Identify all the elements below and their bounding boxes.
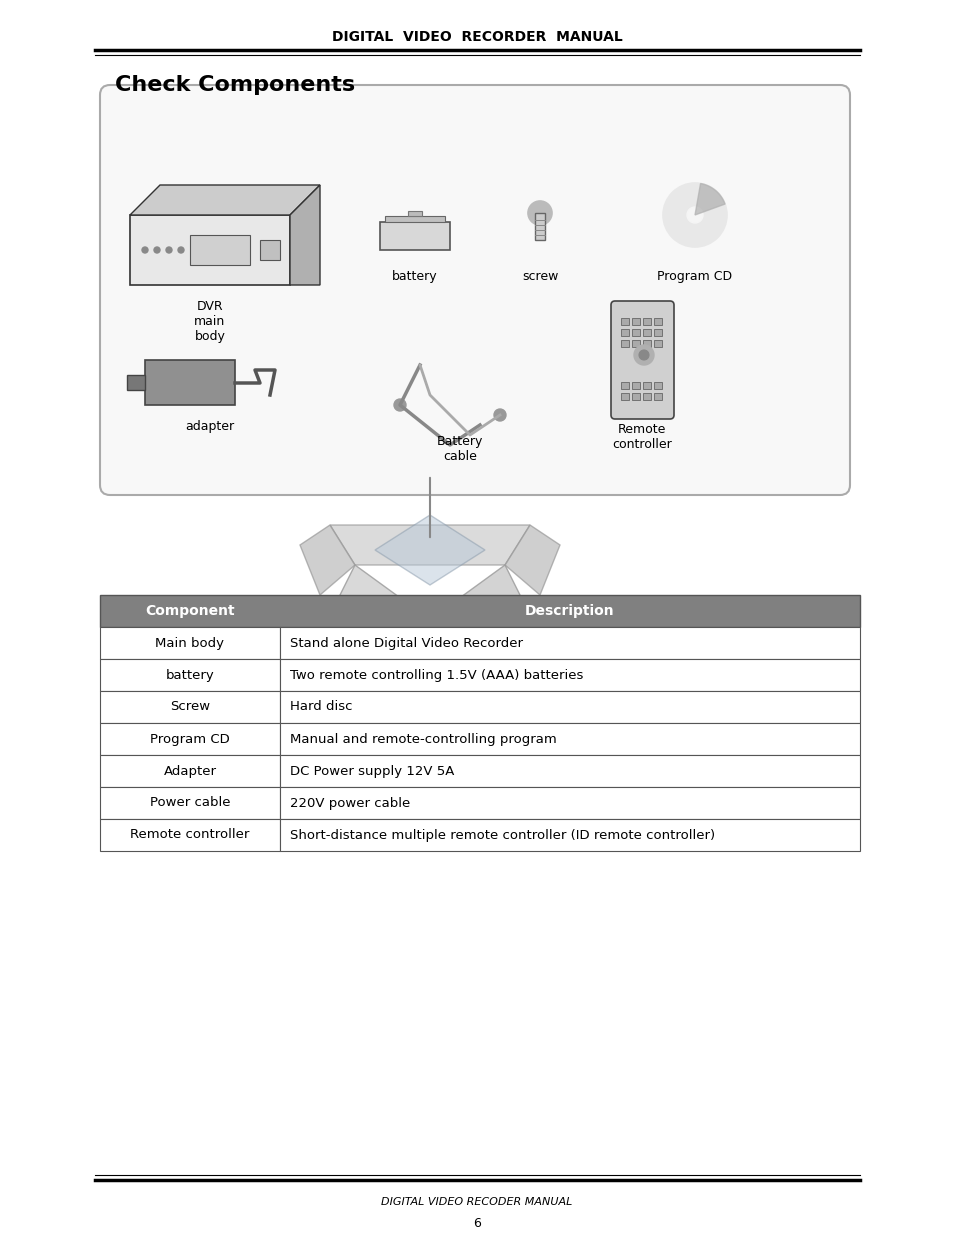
Bar — [100, 755, 280, 787]
Bar — [654, 382, 661, 389]
Bar — [408, 211, 421, 216]
Circle shape — [662, 183, 726, 247]
Bar — [631, 393, 639, 400]
Polygon shape — [450, 564, 519, 635]
Text: Battery
cable: Battery cable — [436, 435, 482, 463]
Text: 6: 6 — [473, 1216, 480, 1230]
Bar — [280, 659, 859, 692]
Bar — [100, 595, 859, 627]
Text: Adapter: Adapter — [163, 764, 216, 778]
Bar — [379, 222, 450, 249]
Text: Component: Component — [145, 604, 234, 618]
Text: Program CD: Program CD — [150, 732, 230, 746]
Bar — [280, 722, 859, 755]
Text: Short-distance multiple remote controller (ID remote controller): Short-distance multiple remote controlle… — [290, 829, 715, 841]
Bar — [100, 722, 280, 755]
Circle shape — [686, 207, 702, 224]
Text: Program CD: Program CD — [657, 270, 732, 283]
Bar — [100, 692, 280, 722]
Circle shape — [153, 247, 160, 253]
Circle shape — [394, 399, 406, 411]
Bar — [130, 215, 290, 285]
Text: DVR
main
body: DVR main body — [194, 300, 226, 343]
Polygon shape — [299, 525, 355, 595]
Text: Manual and remote-controlling program: Manual and remote-controlling program — [290, 732, 557, 746]
Bar — [280, 627, 859, 659]
Polygon shape — [339, 564, 410, 635]
Bar — [280, 755, 859, 787]
Bar — [654, 317, 661, 325]
Text: Power cable: Power cable — [150, 797, 230, 809]
Text: screw: screw — [521, 270, 558, 283]
Bar — [100, 659, 280, 692]
Polygon shape — [504, 525, 559, 595]
Bar — [127, 375, 145, 390]
Bar — [631, 329, 639, 336]
Polygon shape — [290, 185, 319, 285]
Circle shape — [639, 350, 648, 359]
Text: Remote
controller: Remote controller — [612, 424, 671, 451]
Circle shape — [178, 247, 184, 253]
Text: Description: Description — [525, 604, 614, 618]
Bar — [642, 340, 650, 347]
Bar — [100, 819, 280, 851]
Bar — [620, 393, 628, 400]
Text: DIGITAL  VIDEO  RECORDER  MANUAL: DIGITAL VIDEO RECORDER MANUAL — [332, 30, 621, 44]
Text: Stand alone Digital Video Recorder: Stand alone Digital Video Recorder — [290, 636, 522, 650]
Bar — [654, 329, 661, 336]
Circle shape — [527, 201, 552, 225]
Circle shape — [494, 409, 505, 421]
Bar — [280, 819, 859, 851]
Circle shape — [166, 247, 172, 253]
Bar — [642, 329, 650, 336]
Bar — [642, 317, 650, 325]
Polygon shape — [375, 515, 484, 585]
Text: Remote controller: Remote controller — [131, 829, 250, 841]
Circle shape — [142, 247, 148, 253]
Polygon shape — [330, 525, 530, 564]
Bar — [620, 317, 628, 325]
Text: DIGITAL VIDEO RECODER MANUAL: DIGITAL VIDEO RECODER MANUAL — [381, 1197, 572, 1207]
Circle shape — [634, 345, 654, 366]
Bar — [642, 382, 650, 389]
Text: Two remote controlling 1.5V (AAA) batteries: Two remote controlling 1.5V (AAA) batter… — [290, 668, 583, 682]
Bar — [190, 235, 250, 266]
FancyBboxPatch shape — [610, 301, 673, 419]
Bar — [654, 340, 661, 347]
Bar — [100, 627, 280, 659]
Bar — [280, 692, 859, 722]
Bar — [620, 382, 628, 389]
Text: battery: battery — [166, 668, 214, 682]
Bar — [631, 340, 639, 347]
Bar — [642, 393, 650, 400]
Bar — [620, 329, 628, 336]
Text: 220V power cable: 220V power cable — [290, 797, 410, 809]
Bar — [280, 787, 859, 819]
Text: adapter: adapter — [185, 420, 234, 433]
Bar — [535, 212, 544, 240]
Text: Check Components: Check Components — [115, 75, 355, 95]
Polygon shape — [695, 184, 724, 215]
Text: Main body: Main body — [155, 636, 224, 650]
Text: battery: battery — [392, 270, 437, 283]
FancyBboxPatch shape — [100, 85, 849, 495]
Bar — [631, 317, 639, 325]
Bar — [654, 393, 661, 400]
Text: DC Power supply 12V 5A: DC Power supply 12V 5A — [290, 764, 454, 778]
Bar — [385, 216, 444, 222]
Bar — [100, 787, 280, 819]
Bar — [620, 340, 628, 347]
Bar — [260, 240, 280, 261]
Bar — [145, 359, 234, 405]
Bar — [631, 382, 639, 389]
Text: Screw: Screw — [170, 700, 210, 714]
Polygon shape — [130, 185, 319, 215]
Text: Hard disc: Hard disc — [290, 700, 352, 714]
